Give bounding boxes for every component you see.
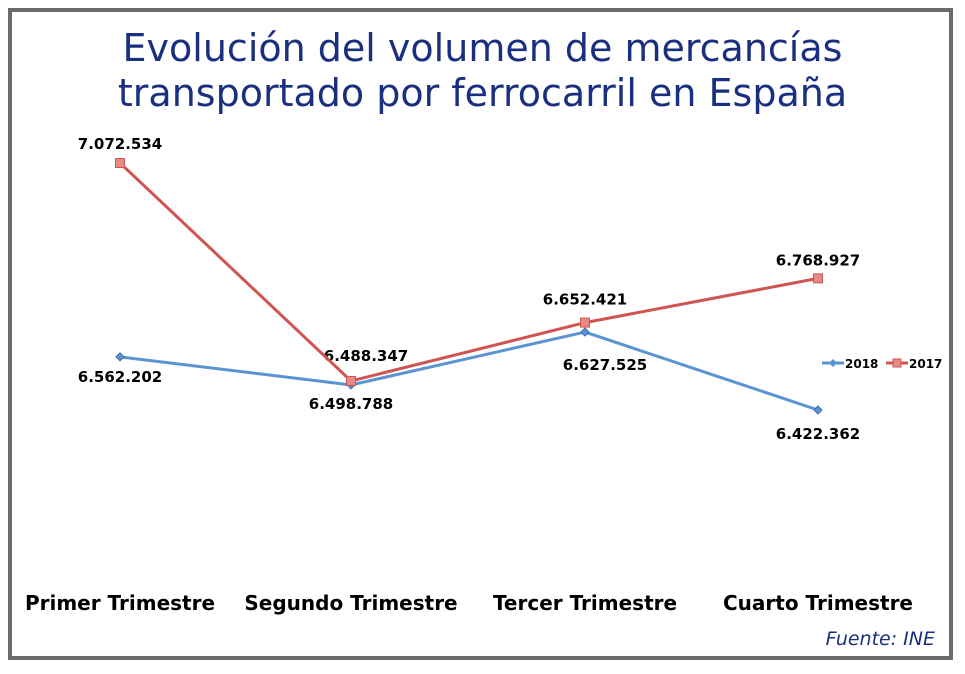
data-point-2017 <box>346 375 356 386</box>
chart-title: Evolución del volumen de mercancías trans… <box>117 26 848 115</box>
source-note: Fuente: INE <box>825 628 935 650</box>
data-point-2017 <box>813 273 823 284</box>
data-point-2018 <box>580 327 590 337</box>
legend-marker <box>829 359 837 367</box>
legend-label: 2017 <box>909 357 942 371</box>
series-line-2017 <box>118 161 819 383</box>
x-tick-label: Primer Trimestre <box>25 591 215 615</box>
data-label: 6.768.927 <box>776 251 860 269</box>
data-label: 6.562.202 <box>78 368 162 386</box>
x-tick-label: Segundo Trimestre <box>244 591 457 615</box>
series-2018: 6.562.202 6.488.347 6.627.525 6.422.362 <box>78 327 860 443</box>
series-2017: 7.072.534 6.498.788 6.652.421 6.768.927 <box>78 135 860 413</box>
data-label: 6.627.525 <box>563 356 647 374</box>
data-point-2018 <box>813 405 823 415</box>
series-line-2018 <box>119 330 819 412</box>
data-point-2017 <box>580 317 590 328</box>
legend-marker <box>892 358 902 368</box>
chart-frame <box>8 8 953 660</box>
legend-item-2017: 2017 <box>886 357 942 371</box>
data-point-2017 <box>115 158 125 168</box>
x-tick-label: Tercer Trimestre <box>493 591 677 615</box>
data-label: 6.498.788 <box>309 395 393 413</box>
legend-label: 2018 <box>845 357 878 371</box>
data-label: 7.072.534 <box>78 135 162 153</box>
data-point-2018 <box>115 352 125 362</box>
data-label: 6.652.421 <box>543 291 627 309</box>
legend-item-2018: 2018 <box>822 357 878 371</box>
x-tick-label: Cuarto Trimestre <box>723 591 913 615</box>
data-label: 6.488.347 <box>324 347 408 365</box>
data-label: 6.422.362 <box>776 425 860 443</box>
